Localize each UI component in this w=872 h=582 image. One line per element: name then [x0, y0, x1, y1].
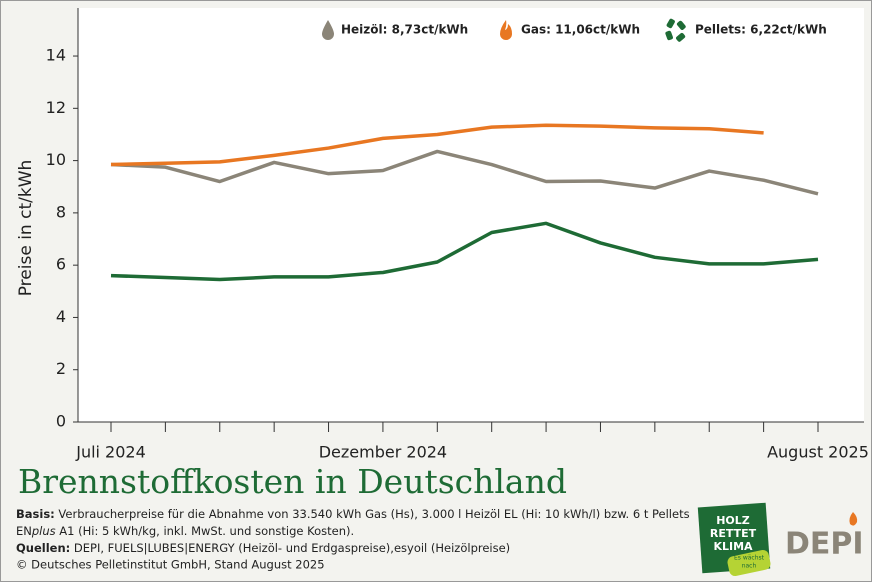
sources-text: DEPI, FUELS|LUBES|ENERGY (Heizöl- und Er… — [74, 541, 510, 555]
legend-icon — [665, 18, 686, 42]
x-tick-label: August 2025 — [767, 443, 869, 462]
footer-text: ENplus A1 (Hi: 5 kWh/kg, inkl. MwSt. und… — [16, 524, 354, 538]
footer-text: Basis: Verbraucherpreise für die Abnahme… — [16, 507, 690, 521]
y-axis-label: Preise in ct/kWh — [16, 160, 36, 297]
logo-text: Es wächst — [734, 555, 765, 562]
series-line — [110, 123, 764, 167]
y-tick-label: 8 — [56, 202, 66, 221]
logo-text: HOLZ — [716, 514, 750, 527]
basis-label: Basis: — [16, 507, 55, 521]
y-tick-label: 0 — [56, 412, 66, 431]
copyright: © Deutsches Pelletinstitut GmbH, Stand A… — [16, 558, 325, 572]
holz-logo: HOLZ RETTET KLIMA Es wächst nach — [697, 502, 771, 577]
y-tick-label: 6 — [56, 255, 66, 274]
legend-label: Gas: 11,06ct/kWh — [521, 23, 640, 37]
y-tick-label: 12 — [46, 98, 66, 117]
y-tick-label: 2 — [56, 359, 66, 378]
x-tick-label: Dezember 2024 — [319, 443, 447, 462]
logo-text: KLIMA — [713, 540, 753, 553]
legend-label: Pellets: 6,22ct/kWh — [695, 23, 827, 37]
y-tick-label: 10 — [46, 150, 66, 169]
basis-text: plus — [31, 524, 56, 538]
legend-icon — [322, 20, 334, 40]
legend-icon — [500, 20, 512, 40]
basis-text: EN — [16, 524, 32, 538]
basis-text: A1 (Hi: 5 kWh/kg, inkl. MwSt. und sonsti… — [56, 524, 354, 538]
y-tick-label: 14 — [46, 46, 66, 65]
series-line — [110, 149, 819, 196]
depi-flame — [849, 512, 858, 526]
x-tick-label: Juli 2024 — [75, 443, 146, 462]
plot-area — [78, 8, 864, 422]
basis-text: Verbraucherpreise für die Abnahme von 33… — [58, 507, 689, 521]
series-line — [110, 221, 819, 282]
depi-logo: DEPI — [785, 527, 864, 562]
sources-label: Quellen: — [16, 541, 70, 555]
footer-text: Quellen: DEPI, FUELS|LUBES|ENERGY (Heizö… — [16, 541, 510, 555]
y-tick-label: 4 — [56, 307, 66, 326]
chart-title: Brennstoffkosten in Deutschland — [18, 462, 567, 501]
logo-text: nach — [742, 563, 757, 570]
logo-text: RETTET — [710, 527, 757, 540]
legend-label: Heizöl: 8,73ct/kWh — [341, 23, 468, 37]
